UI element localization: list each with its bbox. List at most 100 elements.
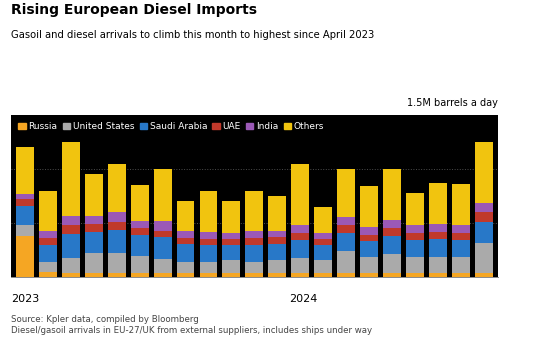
Bar: [268, 260, 286, 273]
Text: Source: Kpler data, compiled by Bloomberg
Diesel/gasoil arrivals in EU-27/UK fro: Source: Kpler data, compiled by Bloomber…: [11, 315, 372, 335]
Bar: [131, 228, 149, 235]
Bar: [39, 262, 57, 272]
Bar: [108, 164, 126, 212]
Bar: [245, 262, 263, 273]
Bar: [406, 240, 424, 257]
Bar: [154, 221, 172, 231]
Bar: [291, 225, 309, 233]
Bar: [268, 244, 286, 260]
Bar: [39, 231, 57, 238]
Bar: [291, 233, 309, 240]
Text: 1.5M barrels a day: 1.5M barrels a day: [406, 98, 498, 108]
Bar: [291, 273, 309, 277]
Bar: [222, 239, 240, 245]
Bar: [222, 245, 240, 260]
Bar: [108, 230, 126, 254]
Bar: [429, 232, 447, 239]
Bar: [200, 262, 217, 273]
Bar: [16, 199, 34, 206]
Bar: [62, 216, 80, 225]
Bar: [177, 262, 195, 273]
Bar: [108, 254, 126, 273]
Bar: [39, 191, 57, 231]
Bar: [131, 221, 149, 228]
Bar: [85, 254, 103, 273]
Bar: [268, 273, 286, 277]
Bar: [452, 257, 470, 273]
Bar: [131, 256, 149, 273]
Bar: [85, 216, 103, 224]
Bar: [337, 169, 355, 217]
Text: Rising European Diesel Imports: Rising European Diesel Imports: [11, 3, 257, 17]
Bar: [268, 196, 286, 231]
Bar: [222, 233, 240, 239]
Bar: [360, 235, 378, 241]
Bar: [16, 225, 34, 236]
Bar: [291, 164, 309, 225]
Bar: [360, 273, 378, 277]
Bar: [200, 273, 217, 277]
Bar: [406, 193, 424, 225]
Bar: [268, 237, 286, 244]
Bar: [475, 222, 492, 243]
Bar: [360, 227, 378, 235]
Bar: [62, 225, 80, 234]
Bar: [452, 233, 470, 240]
Bar: [85, 273, 103, 277]
Bar: [16, 236, 34, 277]
Bar: [245, 231, 263, 238]
Bar: [337, 251, 355, 273]
Bar: [291, 258, 309, 273]
Bar: [200, 245, 217, 262]
Bar: [222, 201, 240, 233]
Bar: [452, 240, 470, 257]
Bar: [360, 186, 378, 227]
Text: 2023: 2023: [11, 294, 40, 304]
Bar: [383, 169, 401, 220]
Bar: [429, 257, 447, 273]
Bar: [314, 245, 332, 260]
Bar: [200, 232, 217, 239]
Bar: [85, 224, 103, 232]
Bar: [177, 244, 195, 262]
Bar: [475, 243, 492, 273]
Bar: [62, 273, 80, 277]
Bar: [360, 257, 378, 273]
Bar: [131, 235, 149, 256]
Bar: [452, 225, 470, 233]
Bar: [154, 259, 172, 273]
Bar: [177, 273, 195, 277]
Bar: [406, 273, 424, 277]
Bar: [154, 237, 172, 259]
Bar: [177, 238, 195, 244]
Bar: [245, 238, 263, 245]
Bar: [383, 255, 401, 273]
Bar: [245, 273, 263, 277]
Bar: [360, 241, 378, 257]
Bar: [314, 207, 332, 233]
Bar: [108, 222, 126, 230]
Bar: [131, 273, 149, 277]
Bar: [429, 224, 447, 232]
Bar: [62, 142, 80, 216]
Bar: [108, 212, 126, 222]
Bar: [429, 183, 447, 224]
Bar: [337, 217, 355, 225]
Bar: [337, 225, 355, 233]
Bar: [383, 220, 401, 228]
Bar: [406, 257, 424, 273]
Bar: [16, 206, 34, 225]
Bar: [475, 273, 492, 277]
Bar: [39, 238, 57, 245]
Bar: [154, 169, 172, 221]
Legend: Russia, United States, Saudi Arabia, UAE, India, Others: Russia, United States, Saudi Arabia, UAE…: [16, 119, 326, 134]
Bar: [154, 273, 172, 277]
Bar: [85, 232, 103, 254]
Bar: [383, 236, 401, 255]
Bar: [108, 273, 126, 277]
Bar: [268, 231, 286, 237]
Bar: [337, 233, 355, 251]
Bar: [39, 272, 57, 277]
Text: Gasoil and diesel arrivals to climb this month to highest since April 2023: Gasoil and diesel arrivals to climb this…: [11, 30, 375, 41]
Bar: [314, 239, 332, 245]
